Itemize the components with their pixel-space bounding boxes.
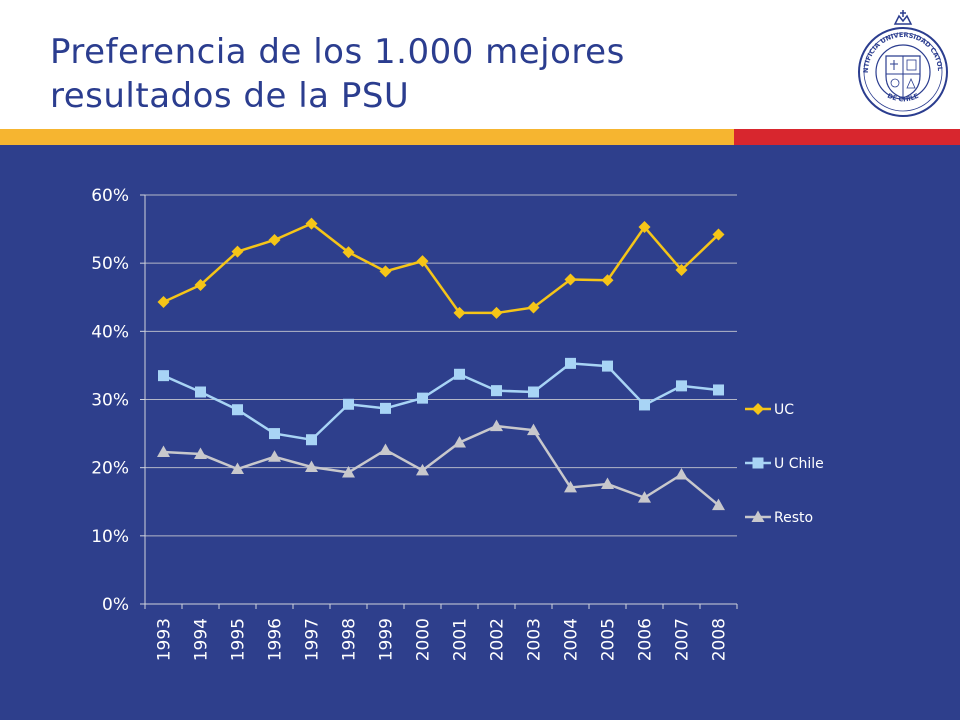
x-tick-label: 1995	[229, 618, 249, 661]
data-point-resto	[231, 462, 244, 475]
x-tick-label: 2001	[451, 618, 471, 661]
slide-header: Preferencia de los 1.000 mejores resulta…	[0, 0, 960, 128]
data-point-uc	[194, 278, 207, 291]
data-point-u-chile	[528, 386, 539, 398]
accent-band-red	[734, 129, 960, 145]
data-point-uc	[157, 296, 170, 309]
data-point-resto	[527, 423, 540, 436]
legend-marker-u-chile	[752, 457, 764, 469]
data-point-u-chile	[417, 392, 428, 404]
data-point-u-chile	[158, 370, 169, 382]
data-point-uc	[527, 301, 540, 314]
data-point-uc	[490, 306, 503, 319]
slide-title-line1: Preferencia de los 1.000 mejores	[50, 32, 625, 72]
legend-marker-resto	[751, 510, 765, 522]
data-point-u-chile	[306, 434, 317, 446]
slide-title: Preferencia de los 1.000 mejores resulta…	[50, 30, 810, 118]
data-point-u-chile	[343, 398, 354, 410]
x-tick-label: 1998	[340, 618, 360, 661]
data-point-uc	[416, 255, 429, 268]
x-tick-label: 1994	[192, 618, 212, 661]
data-point-resto	[305, 460, 318, 472]
series-line-uc	[162, 222, 720, 315]
data-point-u-chile	[380, 402, 391, 414]
data-point-u-chile	[232, 404, 243, 416]
data-point-u-chile	[639, 399, 650, 411]
legend-label-u-chile: U Chile	[774, 456, 824, 472]
data-point-resto	[342, 465, 355, 478]
y-tick-label: 60%	[91, 186, 129, 206]
legend-label-resto: Resto	[774, 510, 813, 526]
data-point-u-chile	[491, 385, 502, 397]
legend-marker-uc	[752, 403, 764, 415]
x-tick-label: 2004	[562, 618, 582, 661]
data-point-resto	[157, 445, 170, 457]
data-point-u-chile	[269, 428, 280, 440]
data-point-resto	[712, 498, 725, 511]
data-point-uc	[564, 273, 577, 286]
data-point-uc	[379, 265, 392, 278]
data-point-uc	[268, 233, 281, 246]
data-point-u-chile	[565, 357, 576, 369]
data-point-uc	[675, 263, 688, 276]
x-tick-label: 1997	[303, 618, 323, 661]
data-point-resto	[675, 467, 688, 480]
y-tick-label: 10%	[91, 527, 129, 547]
x-tick-label: 2006	[636, 618, 656, 661]
data-point-uc	[601, 274, 614, 287]
x-tick-label: 1996	[266, 618, 286, 661]
data-point-resto	[416, 463, 429, 476]
series-line-u-chile	[162, 362, 719, 442]
data-point-resto	[490, 419, 503, 432]
data-point-uc	[231, 245, 244, 258]
x-tick-label: 2008	[710, 618, 730, 661]
data-point-resto	[564, 480, 577, 493]
data-point-resto	[379, 443, 392, 455]
data-point-resto	[638, 491, 651, 503]
data-point-u-chile	[713, 384, 724, 396]
data-point-u-chile	[195, 386, 206, 398]
data-point-uc	[342, 246, 355, 259]
data-point-uc	[453, 306, 466, 319]
data-point-resto	[453, 435, 466, 448]
y-tick-label: 40%	[91, 322, 129, 342]
x-tick-label: 1999	[377, 618, 397, 661]
legend-label-uc: UC	[774, 402, 794, 418]
x-tick-label: 2003	[525, 618, 545, 661]
series-line-resto	[163, 424, 720, 507]
x-tick-label: 2002	[488, 618, 508, 661]
data-point-resto	[601, 477, 614, 490]
slide-title-line2: resultados de la PSU	[50, 76, 410, 116]
x-tick-label: 1993	[155, 618, 175, 661]
data-point-uc	[712, 228, 725, 241]
data-point-resto	[194, 447, 207, 460]
y-tick-label: 0%	[102, 595, 129, 615]
university-seal-icon: PONTIFICIA UNIVERSIDAD CATOLICA DE CHILE	[855, 8, 948, 117]
data-point-u-chile	[676, 380, 687, 392]
data-point-u-chile	[602, 360, 613, 372]
data-point-resto	[268, 450, 281, 462]
data-point-u-chile	[454, 368, 465, 380]
x-tick-label: 2005	[599, 618, 619, 661]
y-tick-label: 20%	[91, 459, 129, 479]
y-tick-label: 50%	[91, 254, 129, 274]
x-tick-label: 2007	[673, 618, 693, 661]
data-point-uc	[305, 217, 318, 230]
y-tick-label: 30%	[91, 391, 129, 411]
data-point-uc	[638, 221, 651, 234]
accent-band-yellow	[0, 129, 734, 145]
x-tick-label: 2000	[414, 618, 434, 661]
